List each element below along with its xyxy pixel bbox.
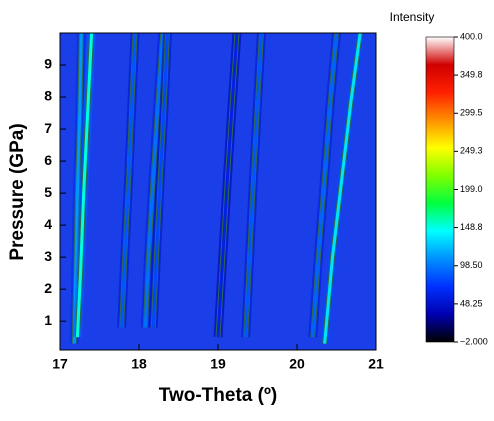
y-tick-label: 8	[44, 88, 52, 104]
y-tick-label: 9	[44, 56, 52, 72]
colorbar	[425, 36, 455, 343]
x-tick-label: 17	[52, 356, 68, 372]
colorbar-tick-label: −2.000	[460, 336, 488, 346]
x-tick-label: 18	[131, 356, 147, 372]
ridge	[323, 33, 362, 344]
colorbar-tick-label: 48.25	[460, 298, 483, 308]
ridge	[311, 33, 338, 338]
colorbar-tick-label: 299.5	[460, 108, 483, 118]
ridge	[143, 33, 165, 328]
ridge	[120, 33, 137, 328]
colorbar-tick-label: 249.3	[460, 146, 483, 156]
ridge	[216, 33, 239, 338]
x-tick-label: 20	[289, 356, 305, 372]
x-tick-label: 19	[210, 356, 226, 372]
y-tick-label: 3	[44, 248, 52, 264]
ridge	[151, 33, 169, 328]
ridge	[244, 33, 263, 338]
colorbar-tick-label: 199.0	[460, 184, 483, 194]
colorbar-tick-label: 400.0	[460, 31, 483, 41]
colorbar-title: Intensity	[390, 10, 435, 24]
x-axis-title: Two-Theta (º)	[159, 385, 277, 406]
y-tick-label: 1	[44, 312, 52, 328]
ridge	[75, 33, 94, 338]
x-tick-label: 21	[368, 356, 384, 372]
colorbar-tick-label: 148.8	[460, 222, 483, 232]
y-tick-label: 6	[44, 152, 52, 168]
y-tick-label: 2	[44, 280, 52, 296]
y-tick-label: 7	[44, 120, 52, 136]
colorbar-tick-label: 98.50	[460, 260, 483, 270]
y-tick-label: 4	[44, 216, 52, 232]
colorbar-tick-label: 349.8	[460, 69, 483, 79]
plot-area	[69, 33, 365, 345]
y-axis-title: Pressure (GPa)	[7, 123, 28, 260]
y-tick-label: 5	[44, 184, 52, 200]
